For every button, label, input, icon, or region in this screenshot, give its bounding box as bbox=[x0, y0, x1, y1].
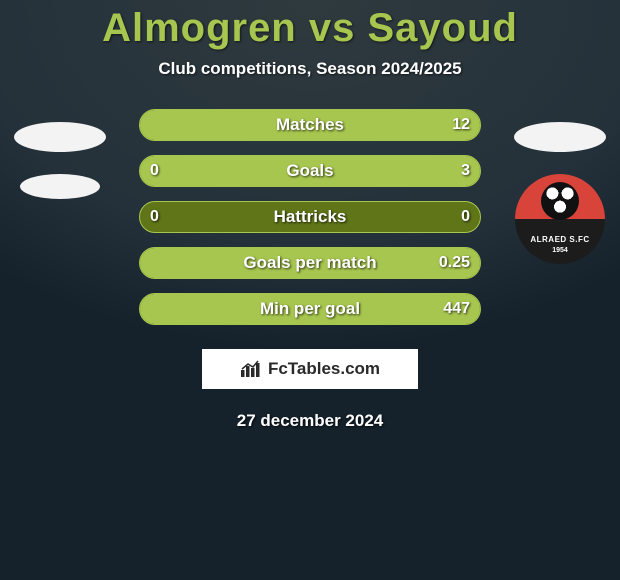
snapshot-date: 27 december 2024 bbox=[237, 411, 384, 431]
stat-pill: Goals 0 3 bbox=[139, 155, 481, 187]
stat-label: Min per goal bbox=[260, 299, 360, 319]
stat-value-right: 0 bbox=[461, 208, 470, 226]
stat-pill: Min per goal 447 bbox=[139, 293, 481, 325]
stat-label: Matches bbox=[276, 115, 344, 135]
stat-row: Hattricks 0 0 bbox=[0, 201, 620, 233]
brand-text: FcTables.com bbox=[268, 359, 380, 379]
stat-label: Goals per match bbox=[243, 253, 376, 273]
stat-value-left: 0 bbox=[150, 162, 159, 180]
page-subtitle: Club competitions, Season 2024/2025 bbox=[158, 59, 461, 79]
stat-value-left: 0 bbox=[150, 208, 159, 226]
stat-row: Min per goal 447 bbox=[0, 293, 620, 325]
brand-box[interactable]: FcTables.com bbox=[202, 349, 418, 389]
stat-pill: Goals per match 0.25 bbox=[139, 247, 481, 279]
right-player-column: ALRAED S.FC 1954 bbox=[514, 122, 606, 264]
stat-label: Hattricks bbox=[274, 207, 347, 227]
stat-label: Goals bbox=[286, 161, 333, 181]
stat-value-right: 3 bbox=[461, 162, 470, 180]
stat-pill: Hattricks 0 0 bbox=[139, 201, 481, 233]
stat-row: Goals 0 3 bbox=[0, 155, 620, 187]
stat-value-right: 447 bbox=[443, 300, 470, 318]
stat-value-right: 12 bbox=[452, 116, 470, 134]
bar-chart-icon bbox=[240, 360, 262, 378]
stat-value-right: 0.25 bbox=[439, 254, 470, 272]
badge-club-name: ALRAED S.FC bbox=[515, 235, 605, 244]
card: Almogren vs Sayoud Club competitions, Se… bbox=[0, 0, 620, 580]
page-title: Almogren vs Sayoud bbox=[102, 6, 518, 51]
stat-row: Matches 12 bbox=[0, 109, 620, 141]
stat-pill: Matches 12 bbox=[139, 109, 481, 141]
stat-row: Goals per match 0.25 bbox=[0, 247, 620, 279]
